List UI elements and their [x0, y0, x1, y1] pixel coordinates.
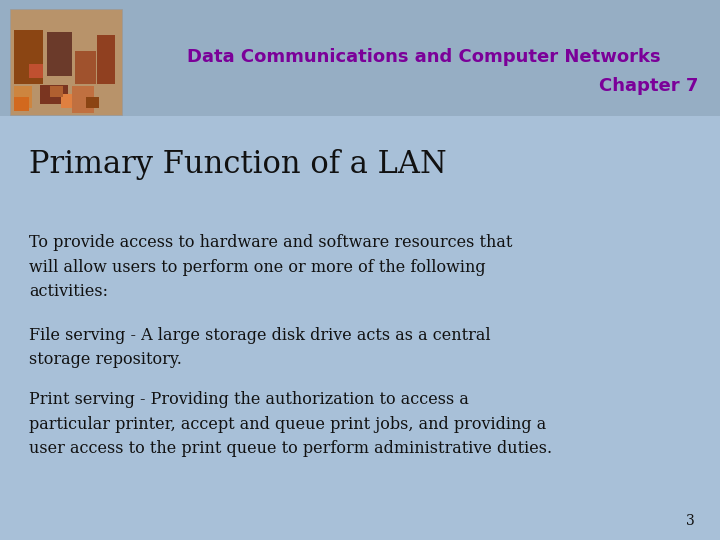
Bar — [86, 97, 99, 108]
Text: Chapter 7: Chapter 7 — [599, 77, 698, 96]
Bar — [29, 64, 43, 78]
Text: 3: 3 — [686, 514, 695, 528]
Bar — [75, 51, 96, 84]
Bar — [40, 85, 68, 104]
Bar — [61, 94, 72, 108]
Text: Print serving - Providing the authorization to access a
particular printer, acce: Print serving - Providing the authorizat… — [29, 392, 552, 457]
Bar — [47, 32, 72, 76]
Bar — [14, 97, 29, 111]
Bar — [10, 9, 122, 115]
Text: To provide access to hardware and software resources that
will allow users to pe: To provide access to hardware and softwa… — [29, 234, 512, 300]
Text: Primary Function of a LAN: Primary Function of a LAN — [29, 149, 446, 180]
Text: File serving - A large storage disk drive acts as a central
storage repository.: File serving - A large storage disk driv… — [29, 327, 490, 368]
Bar — [14, 86, 32, 108]
Bar — [72, 86, 94, 113]
Text: Data Communications and Computer Networks: Data Communications and Computer Network… — [187, 48, 661, 66]
Bar — [97, 35, 115, 84]
Bar — [14, 30, 43, 84]
Bar — [50, 86, 63, 97]
Bar — [0, 0, 720, 116]
